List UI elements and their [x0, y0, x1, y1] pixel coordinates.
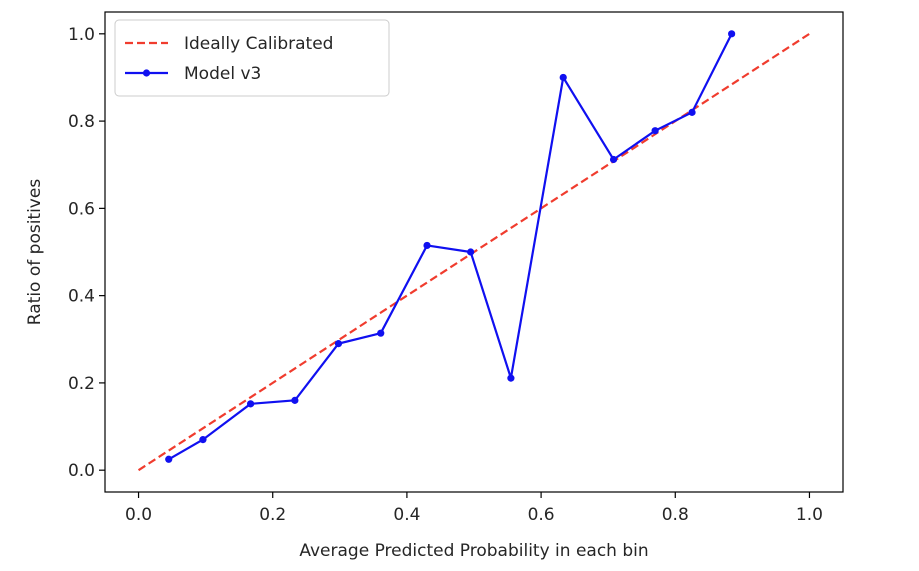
y-axis-title: Ratio of positives	[25, 179, 45, 326]
data-point	[688, 108, 696, 116]
y-tick-label: 0.6	[68, 199, 95, 219]
data-point	[423, 241, 431, 250]
data-point	[334, 340, 343, 348]
data-point	[377, 329, 385, 337]
series-line-1	[168, 33, 733, 461]
x-tick-label: 1.0	[796, 505, 823, 525]
x-tick-label: 0.4	[393, 505, 420, 525]
data-point	[291, 396, 299, 404]
data-point	[651, 127, 659, 135]
plot-frame	[104, 11, 844, 493]
data-point	[507, 374, 515, 382]
data-point	[728, 30, 736, 38]
legend-label: Model v3	[184, 64, 261, 84]
legend-label: Ideally Calibrated	[184, 34, 333, 54]
data-point	[246, 400, 255, 408]
data-point	[467, 248, 475, 256]
x-tick-label: 0.2	[259, 505, 286, 525]
legend-marker	[142, 69, 151, 77]
y-tick-label: 1.0	[68, 25, 95, 45]
data-point	[199, 436, 207, 444]
x-tick-label: 0.6	[528, 505, 555, 525]
legend-box	[114, 19, 390, 97]
x-tick-label: 0.8	[662, 505, 689, 525]
data-point	[559, 73, 567, 82]
legend: Ideally Calibrated Model v3	[114, 19, 390, 97]
y-tick-label: 0.2	[68, 374, 95, 394]
y-tick-label: 0.4	[68, 287, 95, 307]
data-point	[165, 455, 173, 463]
y-tick-label: 0.8	[68, 112, 95, 132]
y-tick-label: 0.0	[68, 461, 95, 481]
data-point	[609, 155, 618, 164]
x-axis-title: Average Predicted Probability in each bi…	[299, 541, 648, 561]
x-tick-label: 0.0	[125, 505, 152, 525]
